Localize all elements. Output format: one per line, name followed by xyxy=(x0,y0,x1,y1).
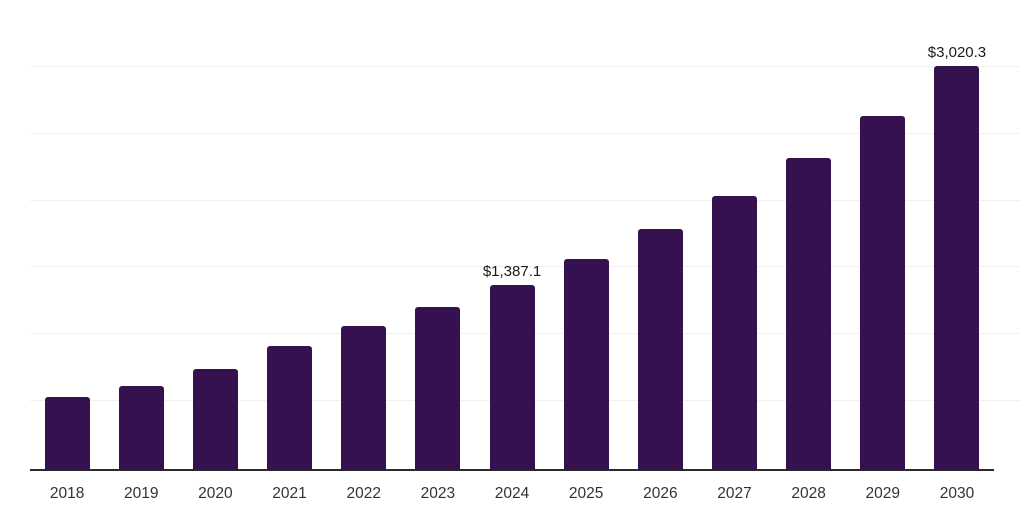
x-tick-2021: 2021 xyxy=(272,485,307,502)
bar-slot-2024: $1,387.1 xyxy=(475,2,549,470)
gridline-3000 xyxy=(30,65,1020,67)
bar-2022 xyxy=(341,326,387,470)
bar-slot-2022 xyxy=(327,2,401,470)
bar-2030 xyxy=(934,66,980,470)
bar-value-label-2024: $1,387.1 xyxy=(482,262,542,280)
bar-2027 xyxy=(711,195,757,470)
bar-slot-2028 xyxy=(772,2,846,470)
x-tick-2023: 2023 xyxy=(420,485,456,502)
bar-2029 xyxy=(860,115,906,470)
gridline-2500 xyxy=(30,132,1020,134)
bar-2024 xyxy=(489,284,535,470)
bar-slot-2029 xyxy=(846,2,920,470)
gridline-1500 xyxy=(30,266,1020,268)
bar-2026 xyxy=(637,229,683,470)
bar-slot-2021 xyxy=(252,2,326,470)
x-tick-2027: 2027 xyxy=(717,485,752,502)
bars: $1,387.1 $3,020.3 xyxy=(30,2,994,470)
x-tick-2024: 2024 xyxy=(494,485,530,502)
bar-slot-2026 xyxy=(623,2,697,470)
bar-2018 xyxy=(44,397,90,470)
bar-slot-2025 xyxy=(549,2,623,470)
gridline-2000 xyxy=(30,199,1020,201)
x-tick-2029: 2029 xyxy=(865,485,901,502)
x-tick-2020: 2020 xyxy=(198,485,233,502)
bar-slot-2027 xyxy=(697,2,771,470)
x-tick-2019: 2019 xyxy=(123,485,159,502)
bar-value-label-2030: $3,020.3 xyxy=(927,44,987,62)
x-tick-2018: 2018 xyxy=(49,485,85,502)
bar-2028 xyxy=(786,158,832,470)
x-tick-2028: 2028 xyxy=(791,485,826,502)
bar-slot-2023 xyxy=(401,2,475,470)
bar-slot-2030: $3,020.3 xyxy=(920,2,994,470)
x-axis-labels: 2018 2019 2020 2021 2022 2023 2024 2025 2026 2027… xyxy=(30,485,994,503)
x-tick-2022: 2022 xyxy=(346,485,381,502)
x-axis-line xyxy=(30,469,994,471)
bar-2025 xyxy=(563,259,609,470)
bar-2020 xyxy=(192,369,238,470)
bar-2019 xyxy=(118,385,164,470)
bar-2021 xyxy=(267,345,313,470)
bar-slot-2020 xyxy=(178,2,252,470)
bar-2023 xyxy=(415,306,461,470)
bar-slot-2018 xyxy=(30,2,104,470)
x-tick-2030: 2030 xyxy=(939,485,975,502)
x-tick-2026: 2026 xyxy=(643,485,678,502)
bar-slot-2019 xyxy=(104,2,178,470)
x-tick-2025: 2025 xyxy=(568,485,604,502)
